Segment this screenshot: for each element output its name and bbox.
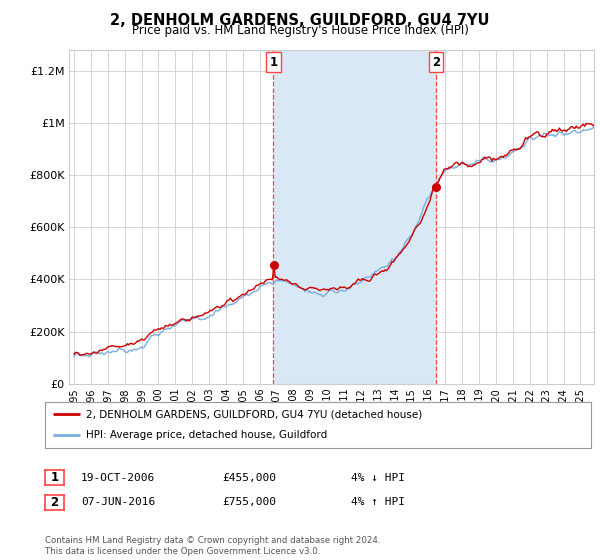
Text: 2: 2: [432, 55, 440, 68]
Text: 2, DENHOLM GARDENS, GUILDFORD, GU4 7YU: 2, DENHOLM GARDENS, GUILDFORD, GU4 7YU: [110, 13, 490, 29]
Text: 19-OCT-2006: 19-OCT-2006: [81, 473, 155, 483]
Text: HPI: Average price, detached house, Guildford: HPI: Average price, detached house, Guil…: [86, 431, 327, 441]
Text: £455,000: £455,000: [222, 473, 276, 483]
Text: Contains HM Land Registry data © Crown copyright and database right 2024.
This d: Contains HM Land Registry data © Crown c…: [45, 536, 380, 556]
Text: 4% ↓ HPI: 4% ↓ HPI: [351, 473, 405, 483]
Text: 4% ↑ HPI: 4% ↑ HPI: [351, 497, 405, 507]
Text: 1: 1: [50, 471, 59, 484]
Text: £755,000: £755,000: [222, 497, 276, 507]
Text: 1: 1: [269, 55, 277, 68]
Text: 07-JUN-2016: 07-JUN-2016: [81, 497, 155, 507]
Text: 2: 2: [50, 496, 59, 509]
Text: Price paid vs. HM Land Registry's House Price Index (HPI): Price paid vs. HM Land Registry's House …: [131, 24, 469, 37]
Text: 2, DENHOLM GARDENS, GUILDFORD, GU4 7YU (detached house): 2, DENHOLM GARDENS, GUILDFORD, GU4 7YU (…: [86, 409, 422, 419]
